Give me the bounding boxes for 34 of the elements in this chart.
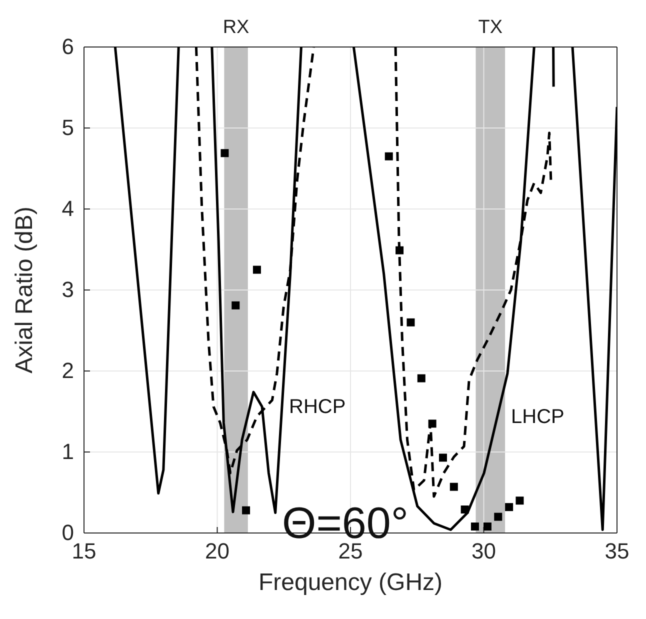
point [505,503,514,512]
point [470,522,479,531]
point [396,246,404,254]
x-axis-title: Frequency (GHz) [258,569,443,596]
y-tick-label: 4 [62,196,74,222]
y-axis-title: Axial Ratio (dB) [11,206,38,374]
y-tick-label: 2 [62,358,74,384]
point [516,496,524,505]
band-label: RX [222,17,250,38]
x-tick-label: 20 [205,538,230,564]
y-tick-label: 1 [62,439,74,464]
point [483,522,492,531]
point [460,506,469,514]
y-tick-label: 6 [62,34,74,60]
point [384,152,393,160]
point [494,512,502,521]
band-label: TX [478,17,503,38]
point [450,482,458,491]
y-tick-label: 3 [62,277,74,302]
point [232,301,240,310]
point [220,149,229,158]
point [406,318,415,326]
point [242,506,250,514]
point [428,420,436,428]
point [438,454,447,462]
x-tick-label: 30 [472,538,496,564]
x-tick-label: 15 [72,538,96,564]
y-tick-label: 5 [62,115,74,140]
annotation: LHCP [511,406,564,428]
y-tick-label: 0 [62,520,74,546]
point [417,374,426,382]
point [252,266,261,274]
x-tick-label: 35 [604,538,630,564]
annotation: RHCP [289,396,346,418]
